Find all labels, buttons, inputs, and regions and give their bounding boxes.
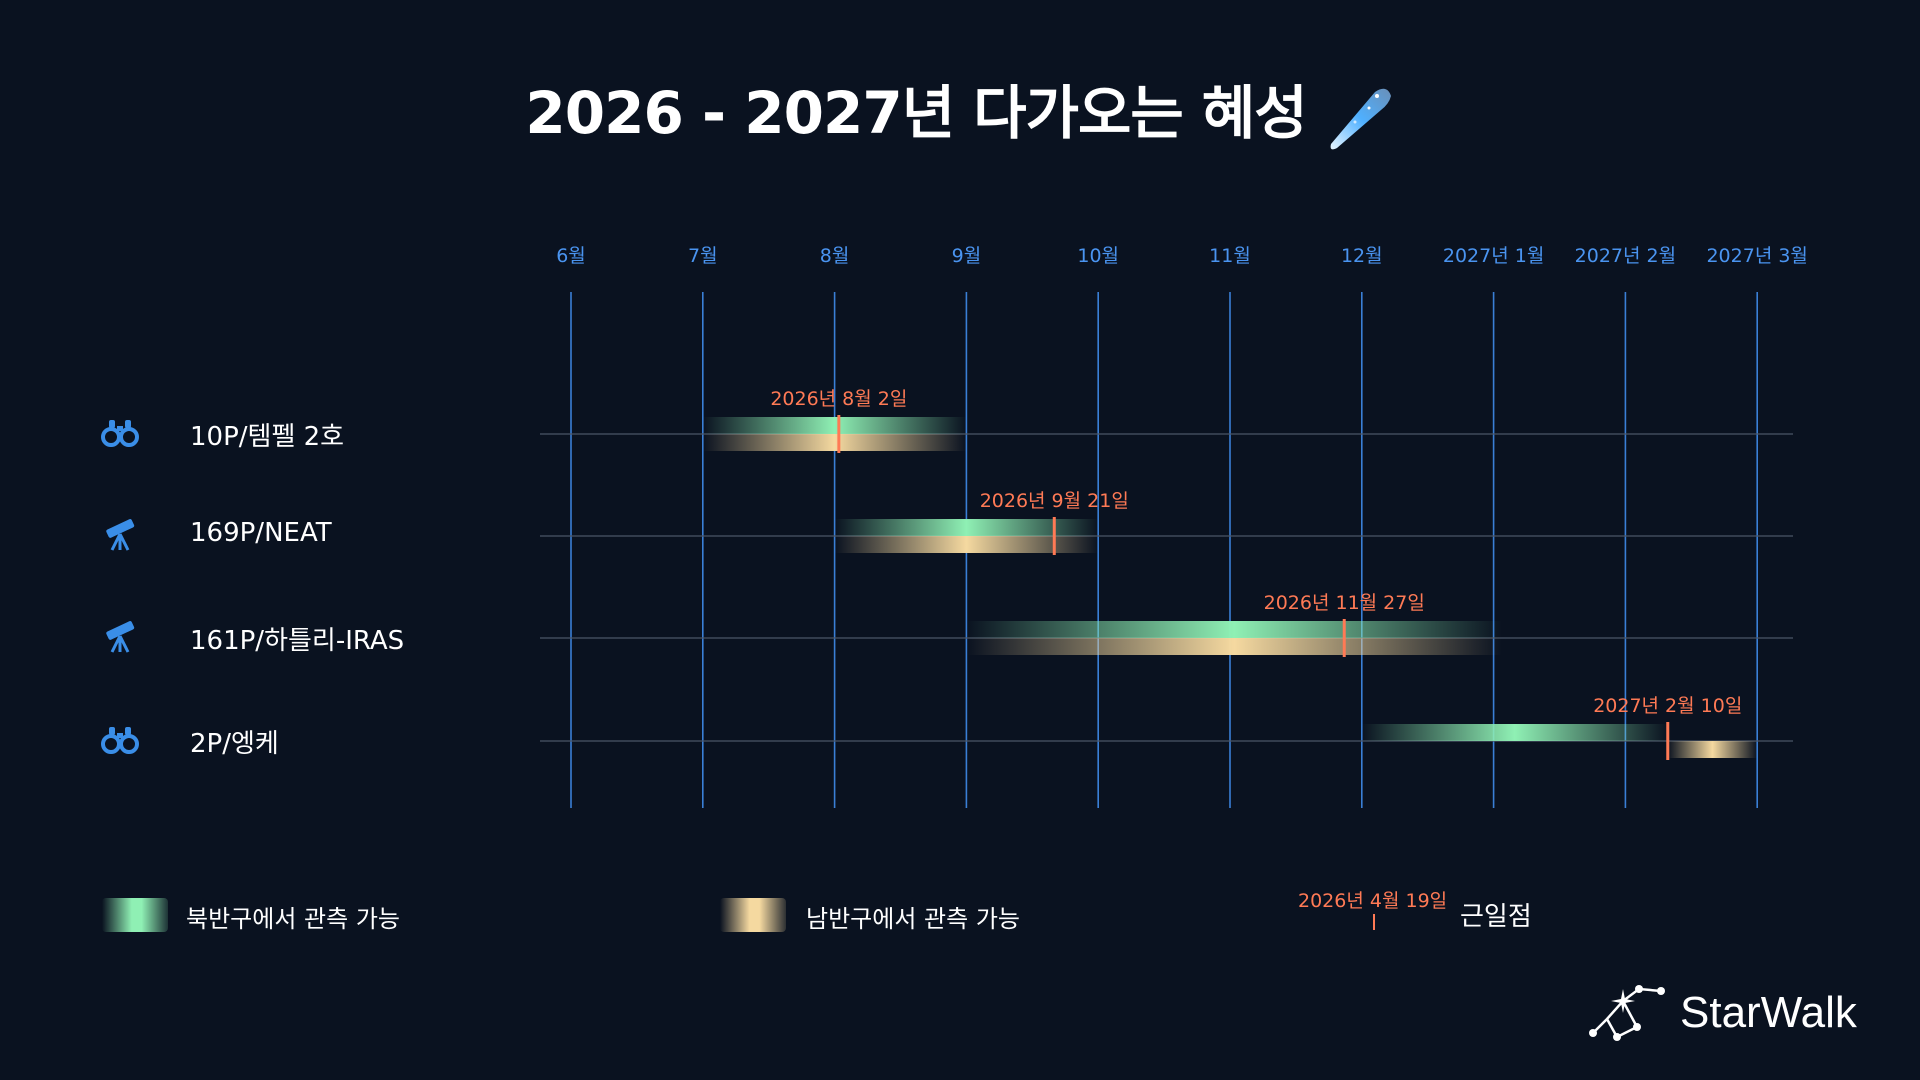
legend-north-swatch: [102, 898, 168, 932]
month-tick-label: 2027년 2월: [1575, 245, 1676, 267]
comet-icon: [1330, 88, 1391, 150]
perihelion-date-label: 2026년 8월 2일: [770, 388, 907, 410]
perihelion-marker: [1666, 722, 1670, 760]
legend-south-swatch: [720, 898, 786, 932]
month-tick-label: 12월: [1341, 245, 1383, 267]
north-visibility-bar: [834, 519, 1099, 536]
south-visibility-bar: [834, 536, 1099, 553]
month-tick-label: 11월: [1209, 245, 1251, 267]
month-tick-label: 8월: [820, 245, 850, 267]
legend-perihelion-marker: [1373, 914, 1375, 930]
binoculars-icon: [100, 412, 140, 452]
legend-perihelion-label: 근일점: [1460, 902, 1532, 932]
north-visibility-bar: [702, 417, 967, 434]
page-title: 2026 - 2027년 다가오는 혜성: [0, 66, 1920, 152]
north-visibility-bar: [1361, 724, 1668, 741]
south-visibility-bar: [702, 434, 967, 451]
month-tick-label: 7월: [688, 245, 718, 267]
perihelion-marker: [837, 415, 841, 453]
north-visibility-bar: [966, 621, 1503, 638]
binoculars-icon: [100, 719, 140, 759]
month-tick-label: 2027년 3월: [1706, 245, 1807, 267]
month-tick-label: 10월: [1077, 245, 1119, 267]
comet-name-label: 169P/NEAT: [190, 518, 332, 548]
legend-perihelion-date: 2026년 4월 19일: [1298, 890, 1448, 912]
perihelion-marker: [1052, 517, 1056, 555]
south-visibility-bar: [966, 638, 1503, 655]
telescope-icon: [100, 616, 140, 656]
legend-north-label: 북반구에서 관측 가능: [186, 905, 400, 933]
comet-name-label: 2P/엥케: [190, 729, 279, 759]
perihelion-date-label: 2026년 11월 27일: [1264, 592, 1425, 614]
month-tick-label: 2027년 1월: [1443, 245, 1544, 267]
perihelion-date-label: 2027년 2월 10일: [1593, 695, 1742, 717]
brand-name: StarWalk: [1680, 988, 1857, 1037]
legend-south-label: 남반구에서 관측 가능: [806, 905, 1020, 933]
perihelion-date-label: 2026년 9월 21일: [980, 490, 1129, 512]
south-visibility-bar: [1667, 741, 1758, 758]
comet-name-label: 10P/템펠 2호: [190, 422, 345, 452]
month-tick-label: 9월: [952, 245, 982, 267]
starwalk-logo-icon: [1589, 985, 1665, 1041]
perihelion-marker: [1342, 619, 1346, 657]
comet-name-label: 161P/하틀리-IRAS: [190, 626, 405, 656]
month-tick-label: 6월: [556, 245, 586, 267]
telescope-icon: [100, 514, 140, 554]
